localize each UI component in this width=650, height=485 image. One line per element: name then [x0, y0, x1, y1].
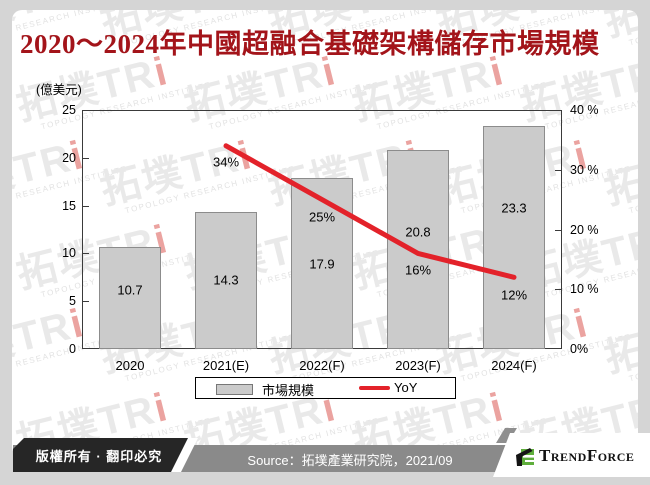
y-axis-unit-label: (億美元)	[36, 83, 82, 97]
trendforce-icon	[516, 448, 534, 466]
plot-area	[82, 110, 562, 349]
chart-title: 2020～2024年中國超融合基礎架構儲存市場規模	[20, 29, 600, 59]
legend-label-yoy: YoY	[394, 380, 418, 395]
legend: 市場規模 YoY	[195, 377, 456, 399]
legend-label-market-size: 市場規模	[262, 383, 315, 398]
trendforce-logo-text: TrendForce	[539, 446, 635, 465]
copyright-label: 版權所有 · 翻印必究	[35, 449, 163, 464]
legend-line-swatch	[359, 386, 390, 390]
legend-bar-swatch	[216, 384, 253, 395]
source-label: Source：拓墣產業研究院，2021/09	[247, 453, 453, 468]
